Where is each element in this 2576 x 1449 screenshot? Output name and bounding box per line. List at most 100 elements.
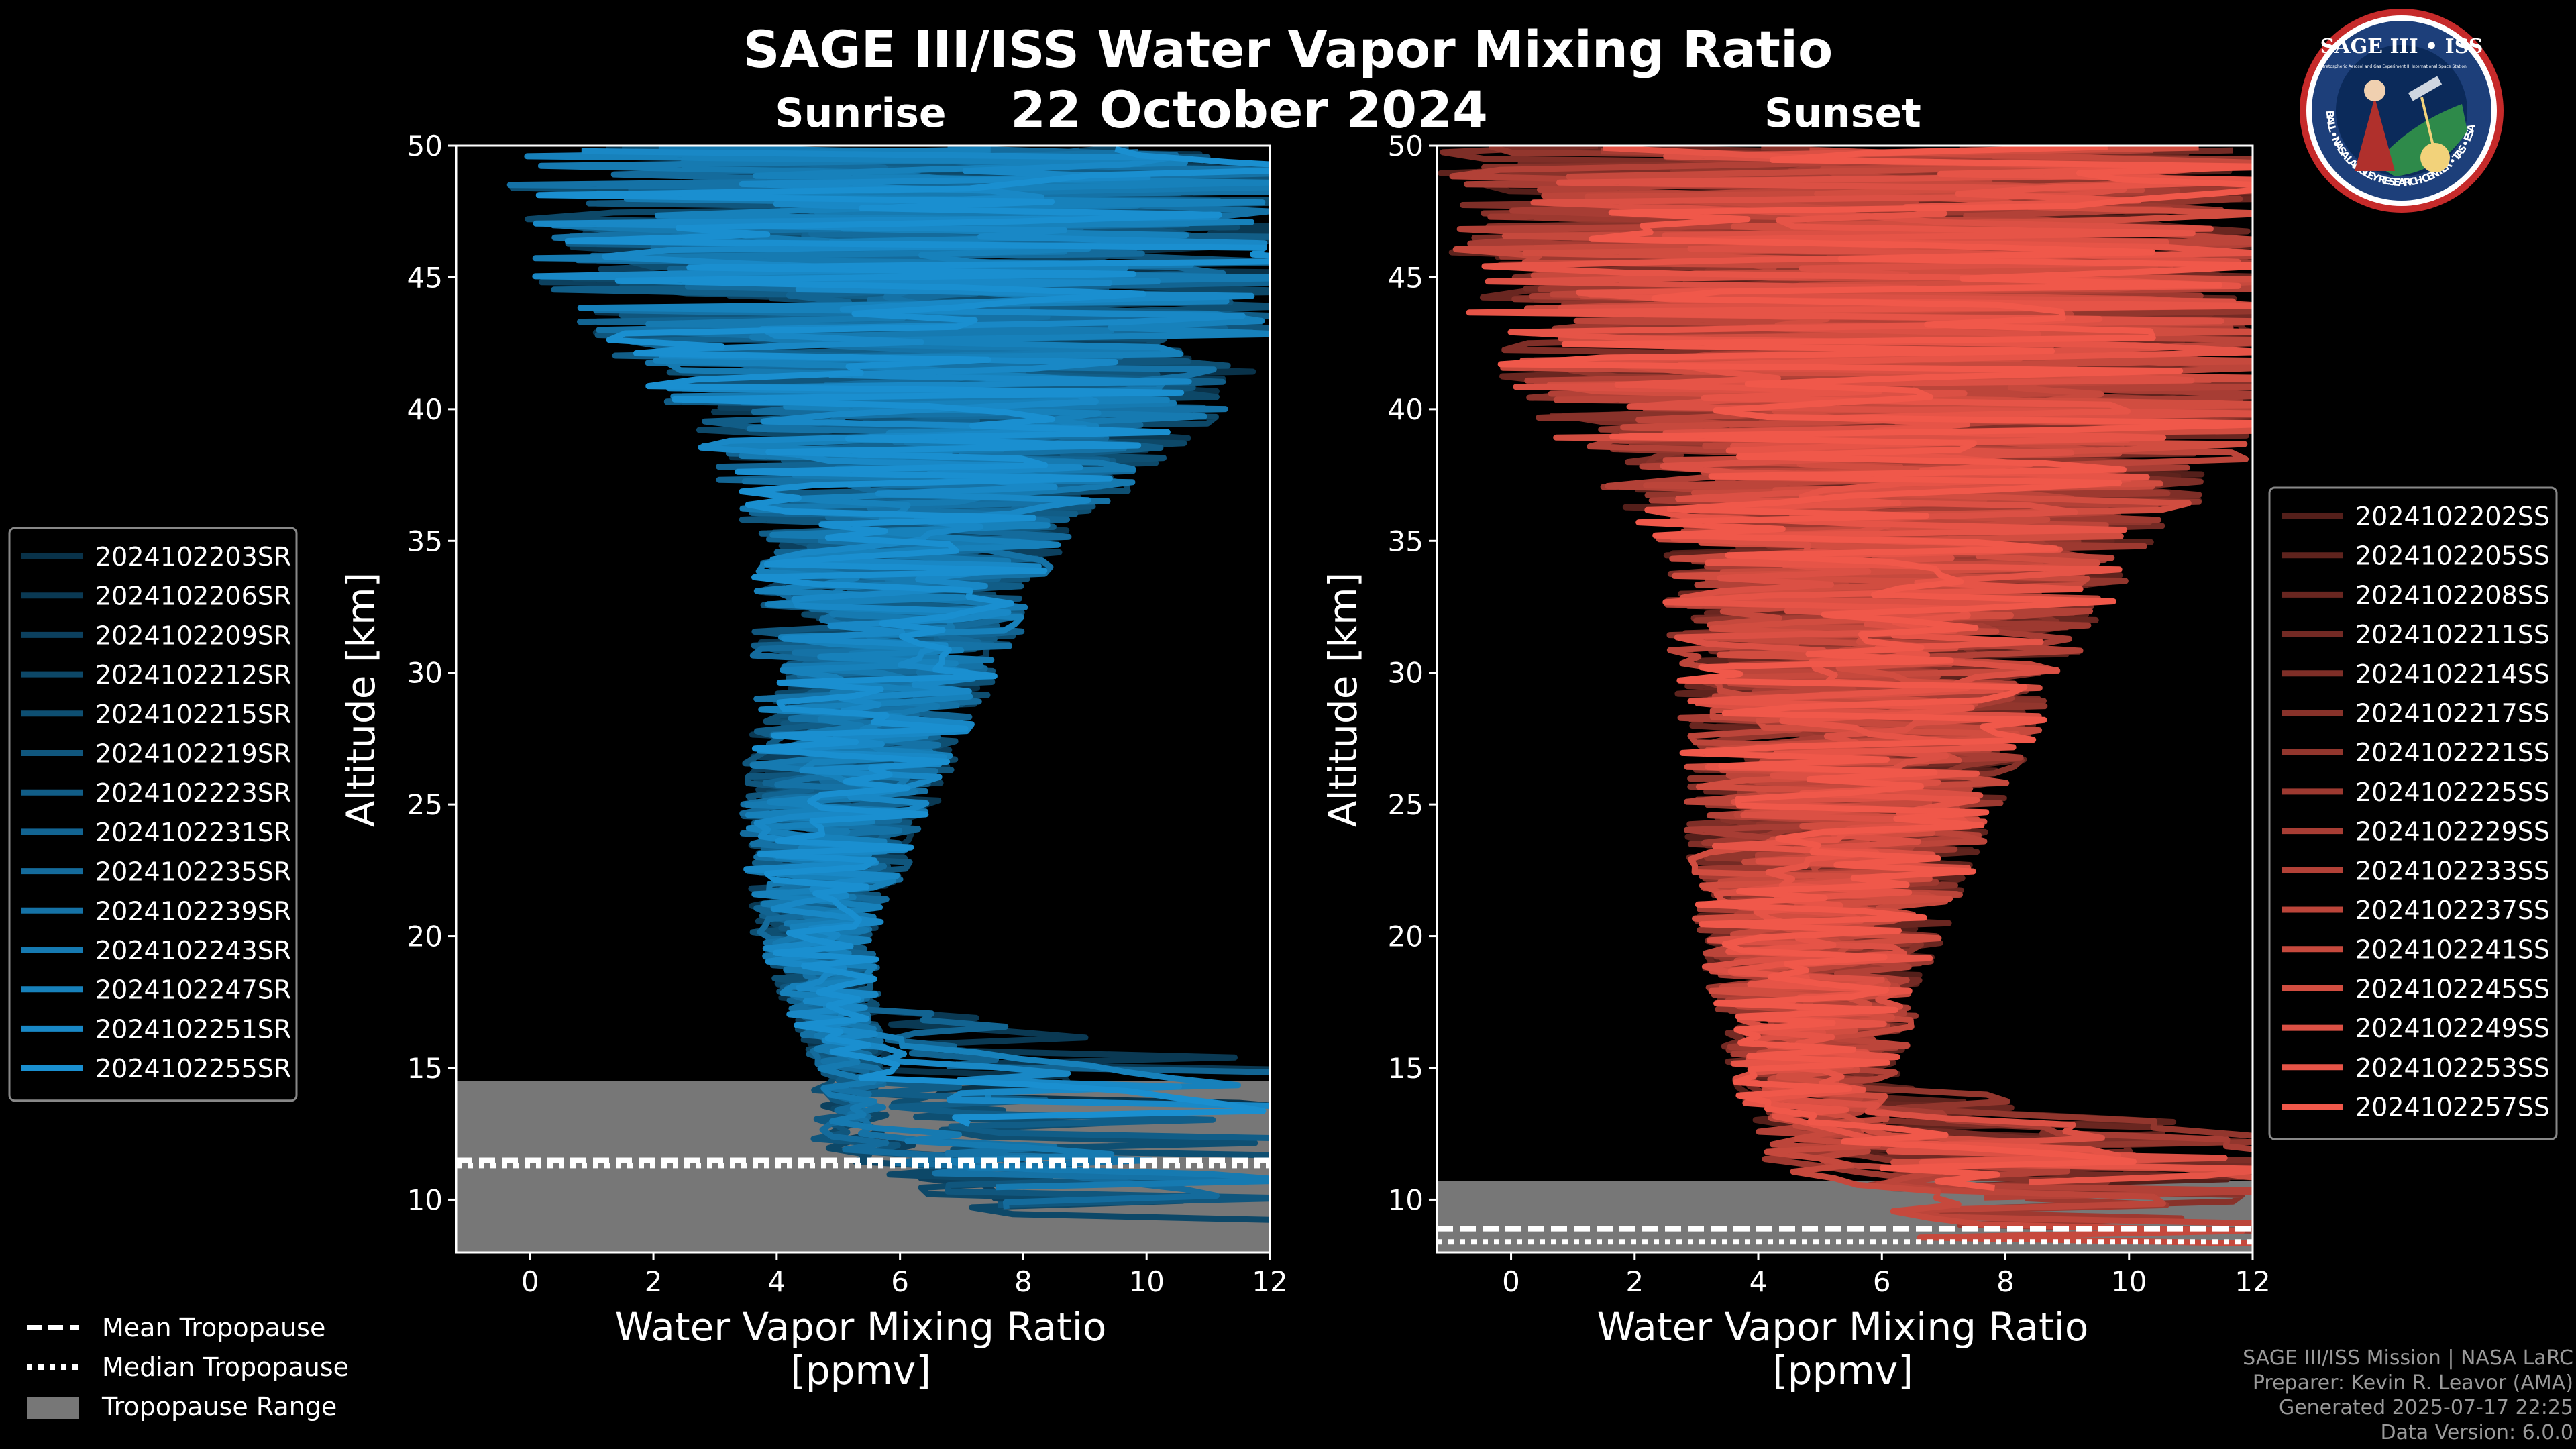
y-tick-label: 20 [1388, 920, 1424, 953]
sunrise-y-axis-label: Altitude [km] [338, 572, 384, 827]
tropopause-range-swatch [27, 1397, 79, 1419]
profile-line-2024102255SR [535, 146, 1270, 1127]
tropopause-range-label: Tropopause Range [101, 1392, 337, 1421]
legend-label-2024102225SS: 2024102225SS [2355, 777, 2550, 807]
sunset-x-axis-label: Water Vapor Mixing Ratio [ppmv] [1597, 1304, 2089, 1393]
legend-label-2024102212SR: 2024102212SR [95, 660, 291, 690]
y-tick-label: 20 [407, 920, 443, 953]
y-tick-label: 30 [1388, 657, 1424, 690]
legend-label-2024102221SS: 2024102221SS [2355, 738, 2550, 767]
x-tick-label: 8 [1014, 1265, 1032, 1298]
sunset-panel-title: Sunset [1764, 90, 1921, 137]
y-tick-label: 25 [1388, 788, 1424, 821]
sunrise-panel-title: Sunrise [775, 90, 946, 137]
y-tick-label: 15 [407, 1052, 443, 1085]
legend-label-2024102215SR: 2024102215SR [95, 700, 291, 729]
legend-box [8, 527, 298, 1102]
sage-iii-iss-logo: BALL • NASA LANGLEY RESEARCH CENTER • TA… [2300, 9, 2504, 213]
legend-label-2024102202SS: 2024102202SS [2355, 502, 2550, 531]
y-tick-label: 15 [1388, 1052, 1424, 1085]
y-tick-label: 25 [407, 788, 443, 821]
legend-label-2024102237SS: 2024102237SS [2355, 896, 2550, 925]
logo-wizard-head-icon [2364, 80, 2385, 101]
sunrise-plot-area [456, 146, 1270, 1252]
legend-label-2024102255SR: 2024102255SR [95, 1054, 291, 1083]
legend-label-2024102247SR: 2024102247SR [95, 975, 291, 1005]
legend-label-2024102211SS: 2024102211SS [2355, 620, 2550, 649]
legend-label-2024102251SR: 2024102251SR [95, 1014, 291, 1044]
footer-preparer: Preparer: Kevin R. Leavor (AMA) [2252, 1371, 2573, 1395]
logo-sub-left: Stratospheric Aerosol and Gas Experiment… [2320, 64, 2411, 69]
y-tick-label: 10 [407, 1183, 443, 1216]
legend-label-2024102233SS: 2024102233SS [2355, 856, 2550, 885]
profile-line-2024102257SS [1497, 146, 2253, 1191]
legend-label-2024102249SS: 2024102249SS [2355, 1014, 2550, 1043]
sunrise-axes: 0 2 4 6 8 10 12 10 15 20 25 30 35 40 45 50 [407, 129, 1288, 1298]
sunset-panel: Sunset 0 2 4 6 8 10 12 10 15 20 25 30 35 40 45 50 Altit… [1320, 90, 2271, 1393]
legend-label-2024102229SS: 2024102229SS [2355, 817, 2550, 847]
legend-label-2024102253SS: 2024102253SS [2355, 1053, 2550, 1083]
x-tick-label: 4 [1750, 1265, 1768, 1298]
axes-frame [455, 144, 1271, 1254]
sunrise-legend: 2024102203SR 2024102206SR 2024102209SR 2024… [8, 527, 298, 1102]
legend-label-2024102257SS: 2024102257SS [2355, 1093, 2550, 1122]
sunset-legend: 2024102202SS 2024102205SS 2024102208SS 2024… [2268, 486, 2558, 1140]
x-tick-label: 2 [645, 1265, 663, 1298]
logo-sun-icon [2420, 143, 2450, 172]
x-tick-label: 10 [2111, 1265, 2147, 1298]
legend-label-2024102217SS: 2024102217SS [2355, 699, 2550, 729]
legend-label-2024102241SS: 2024102241SS [2355, 935, 2550, 965]
x-tick-label: 8 [1996, 1265, 2015, 1298]
median-tropopause-label: Median Tropopause [102, 1352, 349, 1382]
y-tick-label: 45 [1388, 261, 1424, 294]
legend-label-2024102208SS: 2024102208SS [2355, 580, 2550, 610]
y-tick-label: 40 [1388, 393, 1424, 426]
sunrise-panel: Sunrise 0 2 4 6 8 10 12 10 15 20 25 30 35 40 45 50 Alti… [338, 90, 1288, 1393]
y-tick-label: 50 [407, 129, 443, 162]
mean-tropopause-label: Mean Tropopause [102, 1313, 325, 1342]
y-tick-label: 35 [1388, 525, 1424, 557]
legend-box [2268, 486, 2558, 1140]
figure-title: SAGE III/ISS Water Vapor Mixing Ratio [743, 19, 1833, 79]
x-tick-label: 0 [521, 1265, 539, 1298]
footer-version: Data Version: 6.0.0 [2380, 1421, 2573, 1444]
logo-beam-icon [2420, 97, 2436, 155]
footer: SAGE III/ISS Mission | NASA LaRC Prepare… [2243, 1346, 2573, 1445]
tropopause-legend: Mean Tropopause Median Tropopause Tropop… [27, 1313, 349, 1421]
logo-sub-right: International Space Station [2412, 64, 2467, 69]
logo-title: SAGE III • ISS [2320, 35, 2483, 58]
x-tick-label: 4 [767, 1265, 786, 1298]
x-tick-label: 6 [891, 1265, 909, 1298]
x-tick-label: 0 [1502, 1265, 1520, 1298]
profile-line-2024102247SR [524, 146, 1270, 1099]
sunset-axes: 0 2 4 6 8 10 12 10 15 20 25 30 35 40 45 50 [1388, 129, 2271, 1298]
y-tick-label: 10 [1388, 1183, 1424, 1216]
footer-generated: Generated 2025-07-17 22:25 [2278, 1396, 2573, 1419]
x-tick-label: 12 [2235, 1265, 2270, 1298]
legend-label-2024102203SR: 2024102203SR [95, 542, 291, 572]
legend-label-2024102239SR: 2024102239SR [95, 896, 291, 926]
logo-iss-icon [2408, 76, 2443, 101]
y-tick-label: 45 [407, 261, 443, 294]
logo-earth-icon [2375, 104, 2467, 176]
legend-label-2024102206SR: 2024102206SR [95, 582, 291, 611]
sunset-plot-area [1437, 146, 2253, 1252]
sunrise-x-axis-label: Water Vapor Mixing Ratio [ppmv] [615, 1304, 1107, 1393]
legend-label-2024102223SR: 2024102223SR [95, 778, 291, 808]
figure-date: 22 October 2024 [1010, 80, 1488, 140]
legend-label-2024102205SS: 2024102205SS [2355, 541, 2550, 571]
legend-label-2024102231SR: 2024102231SR [95, 818, 291, 847]
legend-label-2024102214SS: 2024102214SS [2355, 659, 2550, 689]
legend-label-2024102235SR: 2024102235SR [95, 857, 291, 887]
x-tick-label: 2 [1625, 1265, 1644, 1298]
legend-label-2024102243SR: 2024102243SR [95, 936, 291, 965]
legend-label-2024102209SR: 2024102209SR [95, 621, 291, 650]
y-tick-label: 50 [1388, 129, 1424, 162]
x-tick-label: 12 [1252, 1265, 1287, 1298]
x-tick-label: 10 [1128, 1265, 1164, 1298]
axes-frame [1436, 144, 2254, 1254]
y-tick-label: 35 [407, 525, 443, 557]
legend-label-2024102245SS: 2024102245SS [2355, 974, 2550, 1004]
footer-mission: SAGE III/ISS Mission | NASA LaRC [2243, 1346, 2573, 1370]
